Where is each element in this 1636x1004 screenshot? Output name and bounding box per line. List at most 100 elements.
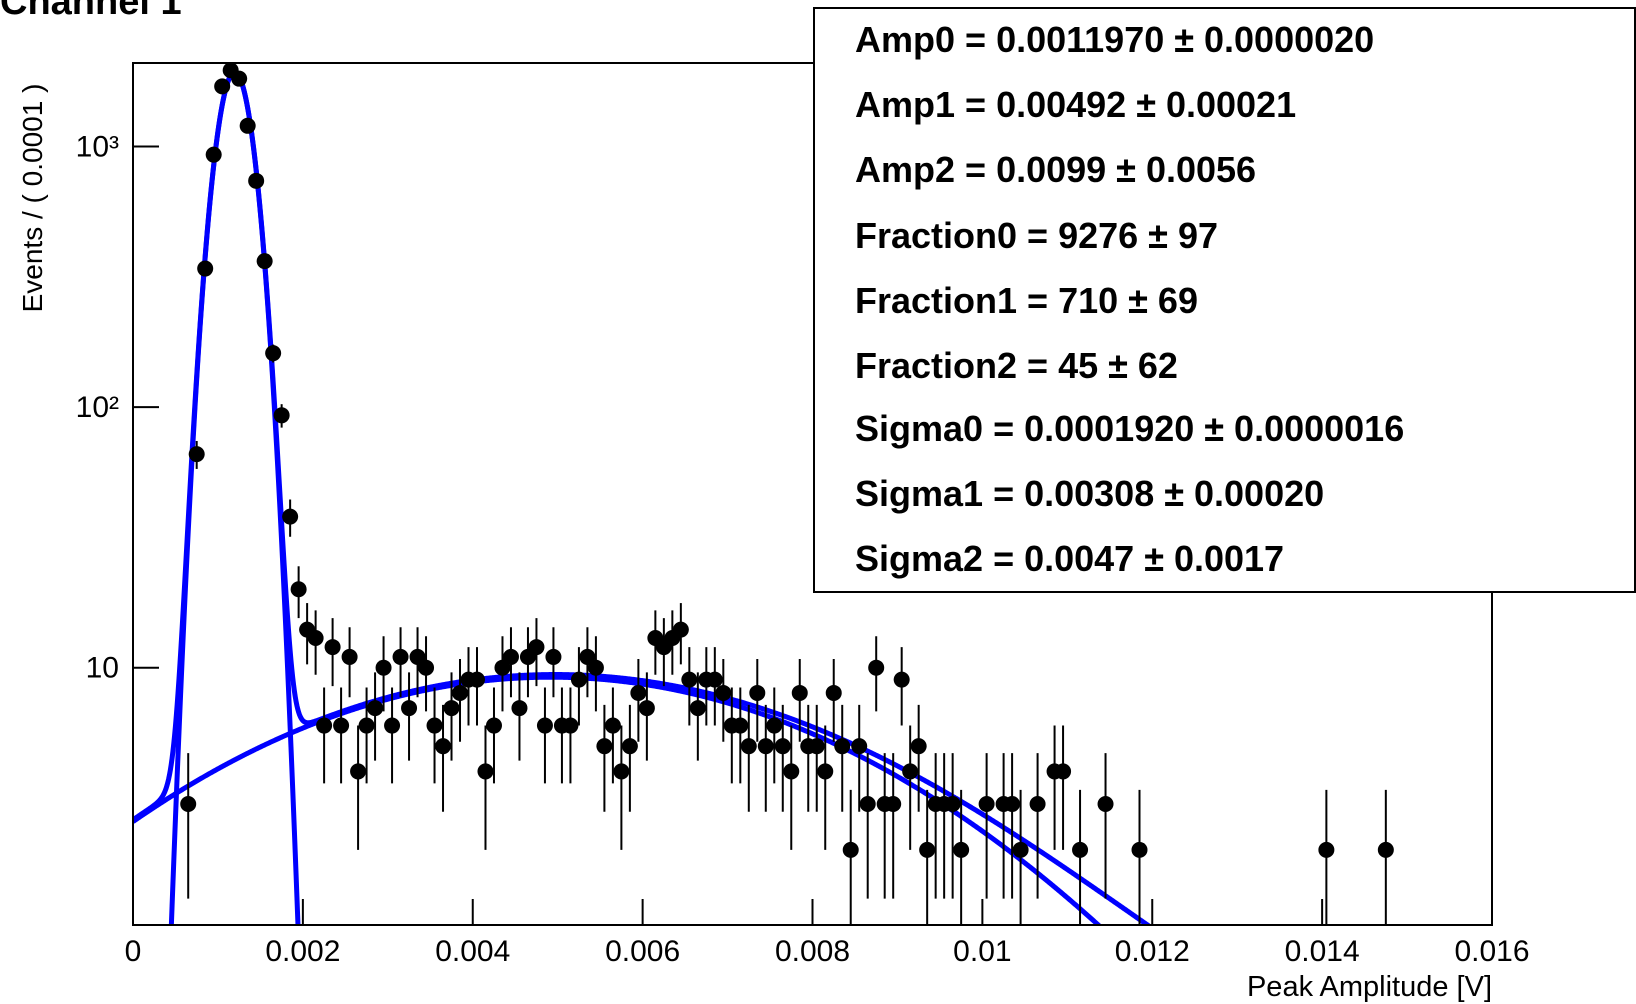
data-point bbox=[859, 795, 876, 812]
data-point bbox=[502, 648, 519, 665]
data-point bbox=[324, 639, 341, 656]
data-point bbox=[528, 639, 545, 656]
fit-parameter: Sigma0 = 0.0001920 ± 0.0000016 bbox=[855, 408, 1404, 449]
data-point bbox=[902, 763, 919, 780]
data-point bbox=[536, 717, 553, 734]
x-tick-label: 0.016 bbox=[1454, 935, 1529, 968]
data-point bbox=[511, 700, 528, 717]
parameter-name: Amp0 bbox=[855, 19, 955, 60]
equals-sign: = bbox=[983, 473, 1024, 514]
data-point bbox=[562, 717, 579, 734]
data-point bbox=[749, 684, 766, 701]
parameter-value: 0.0047 bbox=[1024, 538, 1134, 579]
equals-sign: = bbox=[983, 408, 1024, 449]
data-point bbox=[579, 648, 596, 665]
x-tick-label: 0.012 bbox=[1115, 935, 1190, 968]
x-tick-label: 0 bbox=[125, 935, 142, 968]
equals-sign: = bbox=[955, 149, 996, 190]
fit-parameter: Fraction1 = 710 ± 69 bbox=[855, 280, 1198, 321]
x-tick-label: 0.008 bbox=[775, 935, 850, 968]
data-point bbox=[587, 659, 604, 676]
data-point bbox=[732, 717, 749, 734]
parameter-value: 9276 bbox=[1058, 215, 1138, 256]
plus-minus: ± bbox=[1134, 538, 1174, 579]
data-point bbox=[842, 841, 859, 858]
x-tick-label: 0.004 bbox=[435, 935, 510, 968]
data-point bbox=[757, 738, 774, 755]
data-point bbox=[375, 659, 392, 676]
fit-parameter: Fraction0 = 9276 ± 97 bbox=[855, 215, 1218, 256]
y-axis-label: Events / ( 0.0001 ) bbox=[17, 84, 48, 313]
data-point bbox=[409, 648, 426, 665]
plus-minus: ± bbox=[1098, 345, 1138, 386]
data-point bbox=[358, 717, 375, 734]
data-point bbox=[791, 684, 808, 701]
x-tick-label: 0.014 bbox=[1285, 935, 1360, 968]
parameter-error: 0.00020 bbox=[1194, 473, 1324, 514]
parameter-error: 97 bbox=[1178, 215, 1218, 256]
plus-minus: ± bbox=[1126, 84, 1166, 125]
data-point bbox=[910, 738, 927, 755]
parameter-value: 45 bbox=[1058, 345, 1098, 386]
data-point bbox=[494, 659, 511, 676]
data-point bbox=[367, 700, 384, 717]
data-point bbox=[316, 717, 333, 734]
equals-sign: = bbox=[1017, 345, 1058, 386]
parameter-error: 0.0056 bbox=[1146, 149, 1256, 190]
parameter-name: Fraction0 bbox=[855, 215, 1017, 256]
equals-sign: = bbox=[1017, 280, 1058, 321]
parameter-name: Sigma1 bbox=[855, 473, 983, 514]
data-point bbox=[978, 795, 995, 812]
y-tick-label: 10³ bbox=[76, 130, 119, 163]
data-point bbox=[401, 700, 418, 717]
x-tick-label: 0.01 bbox=[953, 935, 1011, 968]
data-point bbox=[1318, 841, 1335, 858]
parameter-name: Sigma2 bbox=[855, 538, 983, 579]
equals-sign: = bbox=[1017, 215, 1058, 256]
data-point bbox=[630, 684, 647, 701]
data-point bbox=[205, 146, 222, 163]
data-point bbox=[885, 795, 902, 812]
parameter-value: 0.00492 bbox=[996, 84, 1126, 125]
equals-sign: = bbox=[955, 19, 996, 60]
plus-minus: ± bbox=[1154, 473, 1194, 514]
parameter-value: 0.0099 bbox=[996, 149, 1106, 190]
data-point bbox=[239, 117, 256, 134]
data-point bbox=[350, 763, 367, 780]
parameter-name: Fraction1 bbox=[855, 280, 1017, 321]
parameter-error: 62 bbox=[1138, 345, 1178, 386]
data-point bbox=[1072, 841, 1089, 858]
chart-title: Channel 1 bbox=[0, 0, 182, 23]
data-point bbox=[1097, 795, 1114, 812]
parameter-value: 710 bbox=[1058, 280, 1118, 321]
parameter-error: 0.0000016 bbox=[1234, 408, 1404, 449]
data-point bbox=[613, 763, 630, 780]
parameter-name: Fraction2 bbox=[855, 345, 1017, 386]
data-point bbox=[485, 717, 502, 734]
data-point bbox=[1029, 795, 1046, 812]
plus-minus: ± bbox=[1164, 19, 1204, 60]
data-point bbox=[231, 70, 248, 87]
plus-minus: ± bbox=[1106, 149, 1146, 190]
data-point bbox=[1377, 841, 1394, 858]
data-point bbox=[689, 700, 706, 717]
parameter-error: 69 bbox=[1158, 280, 1198, 321]
y-tick-label: 10² bbox=[76, 391, 119, 424]
equals-sign: = bbox=[955, 84, 996, 125]
data-point bbox=[825, 684, 842, 701]
stat-box-frame bbox=[813, 7, 1636, 593]
data-point bbox=[392, 648, 409, 665]
data-point bbox=[1004, 795, 1021, 812]
data-point bbox=[817, 763, 834, 780]
data-point bbox=[944, 795, 961, 812]
data-point bbox=[570, 671, 587, 688]
data-point bbox=[851, 738, 868, 755]
parameter-error: 0.00021 bbox=[1166, 84, 1296, 125]
parameter-error: 0.0000020 bbox=[1204, 19, 1374, 60]
data-point bbox=[265, 345, 282, 362]
plot-area bbox=[133, 63, 1394, 925]
data-point bbox=[919, 841, 936, 858]
fit-parameter: Amp0 = 0.0011970 ± 0.0000020 bbox=[855, 19, 1374, 60]
data-point bbox=[256, 253, 273, 270]
